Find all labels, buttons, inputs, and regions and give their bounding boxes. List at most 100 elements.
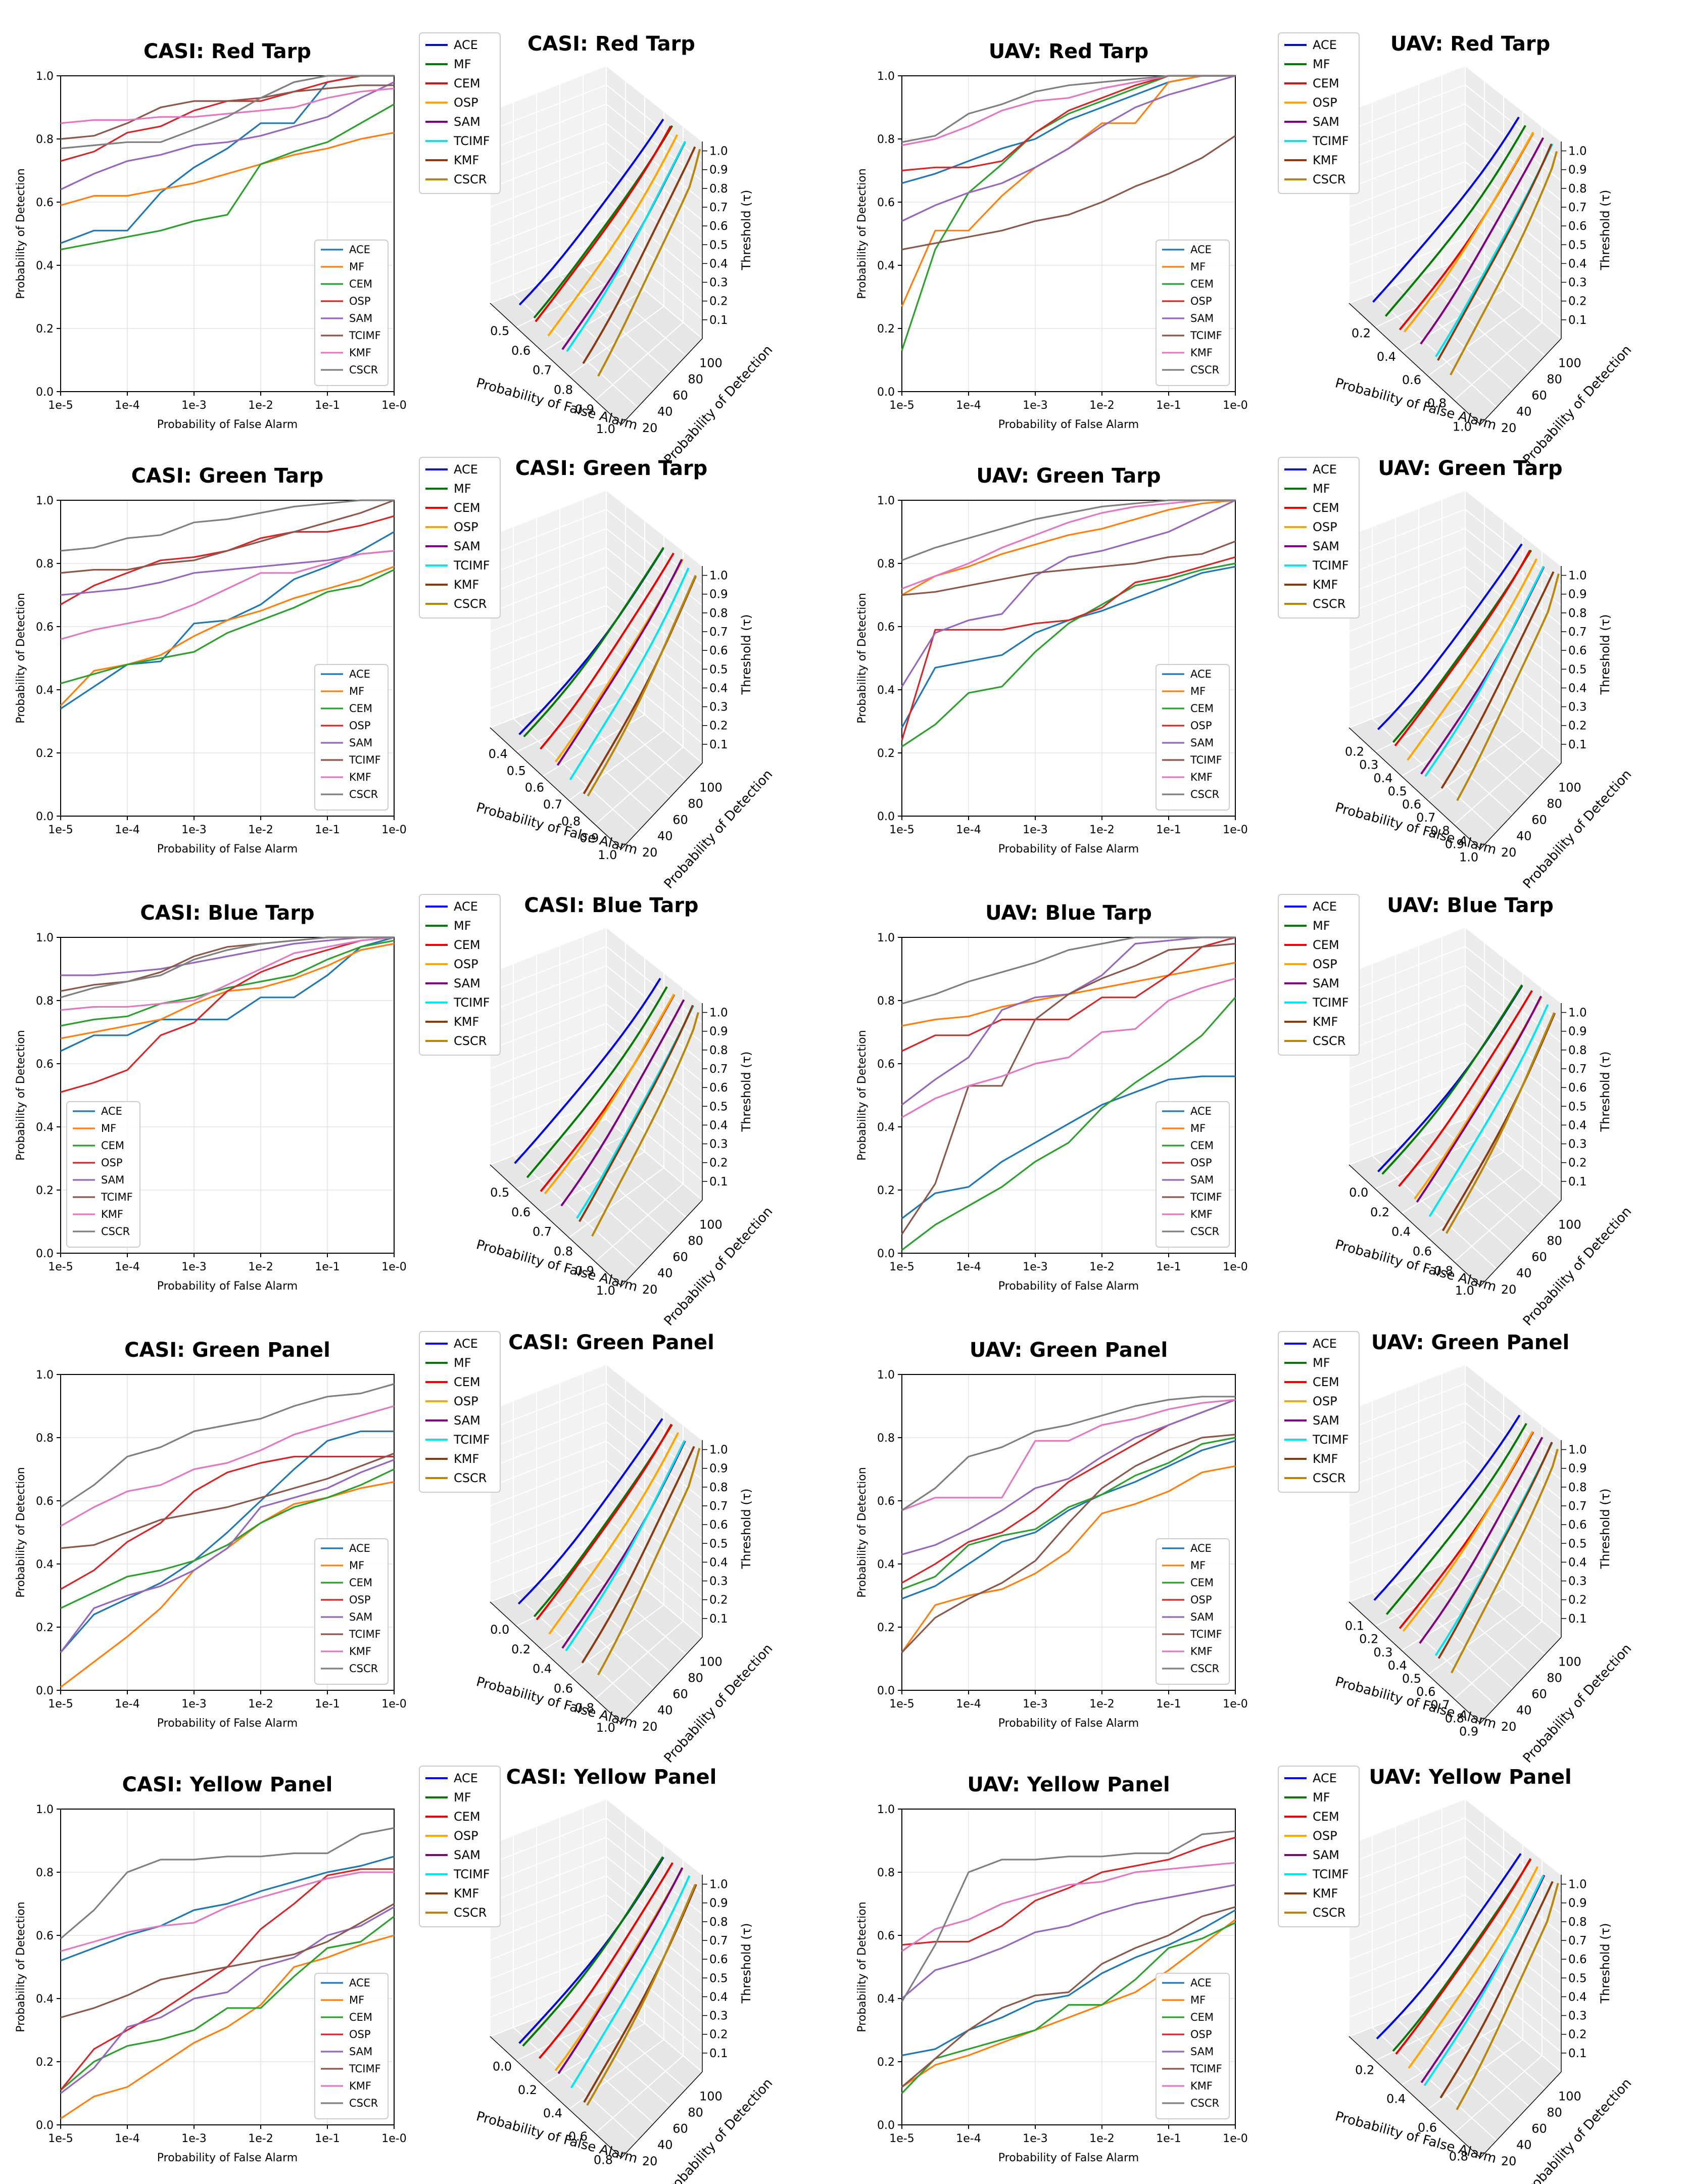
legend-label: CSCR xyxy=(1190,1225,1219,1238)
y-axis-label: Probability of Detection xyxy=(856,168,869,299)
y-tick-label: 1.0 xyxy=(877,70,895,83)
series-line-cscr xyxy=(901,1830,1236,2003)
y-tick-label: 40 xyxy=(657,2138,673,2152)
legend-label: ACE xyxy=(454,462,478,477)
grid-line-x-floor xyxy=(583,1128,687,1218)
x-tick-label: 1e-2 xyxy=(1089,824,1114,836)
series-line-sam xyxy=(60,1906,395,2094)
series-line-sam xyxy=(61,936,394,976)
z-tick-label: 0.2 xyxy=(1568,1594,1587,1607)
x-tick-label: 1e-0 xyxy=(1223,399,1247,412)
series-line-mf xyxy=(526,986,668,1178)
x-tick-label: 0.6 xyxy=(1413,1244,1432,1258)
legend-label: OSP xyxy=(1313,957,1337,971)
series-line-kmf xyxy=(1437,144,1553,361)
legend-label: CEM xyxy=(454,501,480,515)
series-line-cscr xyxy=(60,1383,395,1508)
x-tick-label: 0.7 xyxy=(533,363,552,377)
grid-line-x-floor xyxy=(559,1574,670,1672)
legend: ACE MF CEM OSP SAM TCIMF KMF CSCR xyxy=(1278,1766,1360,1927)
legend-label: CSCR xyxy=(1313,1906,1345,1920)
series-line-cscr xyxy=(597,1448,701,1676)
y-axis-line xyxy=(621,1200,703,1287)
y-axis-line xyxy=(1480,338,1562,425)
legend-label: ACE xyxy=(454,38,478,52)
series-line-tcimf xyxy=(60,1452,395,1549)
x-tick-label: 1e-4 xyxy=(956,399,981,412)
x-tick-label: 1e-5 xyxy=(48,399,73,412)
z-tick-label: 0.8 xyxy=(1568,182,1587,196)
grid-line-y-floor xyxy=(595,322,684,401)
legend-label: OSP xyxy=(349,720,371,732)
z-tick-label: 0.1 xyxy=(709,1612,728,1626)
legend-label: MF xyxy=(454,482,471,496)
z-tick-label: 0.6 xyxy=(709,644,728,657)
series-line-ace xyxy=(518,118,664,306)
legend-box xyxy=(1278,32,1360,194)
y-tick-label: 0.2 xyxy=(36,1622,54,1634)
x-axis-line xyxy=(490,727,622,849)
legend-box xyxy=(419,32,501,194)
grid-line-x-floor xyxy=(1372,294,1497,408)
x-tick-label: 1e-1 xyxy=(1156,399,1181,412)
legend-box xyxy=(1278,894,1360,1056)
x-tick-label: 0.2 xyxy=(511,1642,531,1656)
x-tick-label: 1e-5 xyxy=(889,1698,914,1711)
series-line-cem xyxy=(1394,550,1531,747)
y-tick-label: 100 xyxy=(699,780,723,794)
x-axis-line xyxy=(1349,303,1481,425)
series-line-osp xyxy=(547,134,679,337)
y-tick-label: 0.8 xyxy=(36,558,54,571)
chart-title: CASI: Green Panel xyxy=(508,1331,714,1354)
legend: ACE MF CEM OSP SAM TCIMF KMF CSCR xyxy=(314,664,389,811)
z-tick-label: 0.3 xyxy=(709,276,728,290)
z-tick-label: 0.6 xyxy=(1568,1081,1587,1095)
series-line-sam xyxy=(1420,137,1545,345)
chart-title: CASI: Red Tarp xyxy=(143,40,311,63)
x-tick-label: 1e-1 xyxy=(315,399,340,412)
chart-title: UAV: Yellow Panel xyxy=(1369,1766,1571,1789)
y-tick-label: 100 xyxy=(699,356,723,370)
legend-label: MF xyxy=(1313,1356,1330,1370)
x-tick-label: 1.0 xyxy=(598,848,617,862)
legend-label: MF xyxy=(454,1790,471,1805)
legend-label: OSP xyxy=(1313,520,1337,534)
x-tick-label: 1e-5 xyxy=(889,399,914,412)
x-tick-label: 0.7 xyxy=(1416,811,1435,825)
grid-line-x-floor xyxy=(1441,2000,1546,2090)
legend-box xyxy=(1278,1331,1360,1493)
y-tick-label: 0.2 xyxy=(36,1184,54,1197)
x-tick-label: 0.8 xyxy=(554,1244,573,1258)
legend-label: SAM xyxy=(349,2046,372,2058)
y-tick-label: 40 xyxy=(657,1266,673,1280)
grid-line-x-floor xyxy=(536,2018,654,2124)
y-tick-label: 100 xyxy=(1558,1654,1581,1669)
legend-label: TCIMF xyxy=(1190,754,1222,766)
x-tick-label: 0.0 xyxy=(493,2060,512,2074)
series-line-ace xyxy=(514,978,661,1164)
y-tick-label: 60 xyxy=(672,1250,688,1264)
z-tick-label: 0.7 xyxy=(1568,1063,1587,1076)
x-tick-label: 0.9 xyxy=(575,1264,594,1278)
z-tick-label: 0.3 xyxy=(709,1575,728,1588)
grid-line-y-floor xyxy=(1427,1604,1523,1675)
z-tick-label: 0.4 xyxy=(1568,682,1587,695)
x-tick-label: 1e-4 xyxy=(956,1698,981,1711)
series-line-cscr xyxy=(1450,151,1558,375)
legend-label: CSCR xyxy=(1190,2097,1219,2109)
legend-label: KMF xyxy=(1190,771,1213,783)
legend-label: ACE xyxy=(101,1105,122,1117)
grid-line-y-floor xyxy=(1349,257,1466,304)
legend-label: MF xyxy=(1190,685,1206,697)
grid-line-y-floor xyxy=(1349,1990,1466,2037)
z-tick-label: 0.1 xyxy=(709,738,728,751)
y-tick-label: 0.6 xyxy=(36,621,54,634)
legend-label: KMF xyxy=(454,1886,479,1901)
series-line-mf xyxy=(901,499,1236,596)
legend: ACE MF CEM OSP SAM TCIMF KMF CSCR xyxy=(314,1973,389,2119)
legend-label: SAM xyxy=(101,1174,124,1186)
legend-label: KMF xyxy=(1190,1645,1213,1657)
plot-frame xyxy=(901,500,1236,817)
x-tick-label: 0.4 xyxy=(1377,350,1396,364)
z-tick-label: 0.3 xyxy=(1568,1575,1587,1588)
